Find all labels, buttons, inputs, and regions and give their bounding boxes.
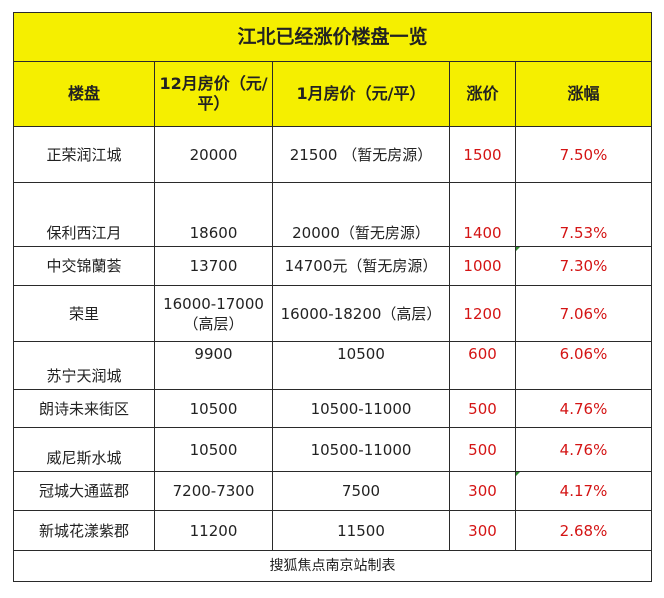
row-name: 中交锦蘭荟 — [13, 246, 155, 286]
table-header-row: 楼盘 12月房价（元/平） 1月房价（元/平） 涨价 涨幅 — [13, 61, 652, 127]
row-rate: 2.68% — [515, 510, 652, 551]
table-row: 新城花漾紫郡 11200 11500 300 2.68% — [13, 510, 652, 551]
price-table-container: 江北已经涨价楼盘一览 楼盘 12月房价（元/平） 1月房价（元/平） 涨价 涨幅… — [13, 12, 652, 582]
header-name: 楼盘 — [13, 61, 155, 127]
header-jan-price: 1月房价（元/平） — [272, 61, 450, 127]
table-title-row: 江北已经涨价楼盘一览 — [13, 12, 652, 62]
table-row: 中交锦蘭荟 13700 14700元（暂无房源） 1000 7.30% — [13, 246, 652, 286]
row-jan-price: 10500-11000 — [272, 427, 450, 472]
table-row: 保利西江月 18600 20000（暂无房源） 1400 7.53% — [13, 182, 652, 247]
row-rate-value: 4.17% — [559, 482, 608, 500]
table-title: 江北已经涨价楼盘一览 — [13, 12, 652, 62]
row-rate: 4.17% — [515, 471, 652, 511]
row-jan-price: 11500 — [272, 510, 450, 551]
row-rate: 7.50% — [515, 126, 652, 183]
row-jan-price: 16000-18200（高层） — [272, 285, 450, 342]
row-rate: 7.53% — [515, 182, 652, 247]
row-increase: 500 — [449, 389, 516, 428]
header-dec-price: 12月房价（元/平） — [154, 61, 273, 127]
row-increase: 300 — [449, 510, 516, 551]
price-increase-table: 江北已经涨价楼盘一览 楼盘 12月房价（元/平） 1月房价（元/平） 涨价 涨幅… — [13, 12, 652, 582]
row-name: 荣里 — [13, 285, 155, 342]
table-row: 威尼斯水城 10500 10500-11000 500 4.76% — [13, 427, 652, 472]
table-footer: 搜狐焦点南京站制表 — [13, 550, 652, 582]
row-jan-price: 10500-11000 — [272, 389, 450, 428]
header-increase: 涨价 — [449, 61, 516, 127]
row-increase: 600 — [449, 341, 516, 390]
table-row: 正荣润江城 20000 21500 （暂无房源） 1500 7.50% — [13, 126, 652, 183]
table-row: 朗诗未来街区 10500 10500-11000 500 4.76% — [13, 389, 652, 428]
table-row: 荣里 16000-17000（高层） 16000-18200（高层） 1200 … — [13, 285, 652, 342]
row-jan-price: 21500 （暂无房源） — [272, 126, 450, 183]
row-dec-price: 9900 — [154, 341, 273, 390]
row-rate: 7.30% — [515, 246, 652, 286]
row-increase: 1200 — [449, 285, 516, 342]
row-name: 冠城大通蓝郡 — [13, 471, 155, 511]
row-dec-price: 13700 — [154, 246, 273, 286]
row-rate: 4.76% — [515, 427, 652, 472]
row-increase: 500 — [449, 427, 516, 472]
row-name: 威尼斯水城 — [13, 427, 155, 472]
row-rate-value: 7.30% — [559, 257, 608, 275]
row-increase: 1500 — [449, 126, 516, 183]
table-row: 冠城大通蓝郡 7200-7300 7500 300 4.17% — [13, 471, 652, 511]
row-rate: 7.06% — [515, 285, 652, 342]
row-name: 朗诗未来街区 — [13, 389, 155, 428]
row-increase: 300 — [449, 471, 516, 511]
row-name: 新城花漾紫郡 — [13, 510, 155, 551]
table-footer-row: 搜狐焦点南京站制表 — [13, 550, 652, 582]
row-dec-price: 18600 — [154, 182, 273, 247]
row-dec-price: 20000 — [154, 126, 273, 183]
row-name: 正荣润江城 — [13, 126, 155, 183]
row-jan-price: 14700元（暂无房源） — [272, 246, 450, 286]
cell-marker-icon — [516, 247, 520, 251]
cell-marker-icon — [516, 472, 520, 476]
row-jan-price: 20000（暂无房源） — [272, 182, 450, 247]
row-name: 保利西江月 — [13, 182, 155, 247]
row-dec-price: 10500 — [154, 427, 273, 472]
row-dec-price: 7200-7300 — [154, 471, 273, 511]
row-dec-price: 11200 — [154, 510, 273, 551]
row-rate: 4.76% — [515, 389, 652, 428]
row-rate: 6.06% — [515, 341, 652, 390]
row-dec-price: 16000-17000（高层） — [154, 285, 273, 342]
row-increase: 1400 — [449, 182, 516, 247]
row-dec-price: 10500 — [154, 389, 273, 428]
row-name: 苏宁天润城 — [13, 341, 155, 390]
header-rate: 涨幅 — [515, 61, 652, 127]
row-increase: 1000 — [449, 246, 516, 286]
table-row: 苏宁天润城 9900 10500 600 6.06% — [13, 341, 652, 390]
row-jan-price: 10500 — [272, 341, 450, 390]
row-jan-price: 7500 — [272, 471, 450, 511]
